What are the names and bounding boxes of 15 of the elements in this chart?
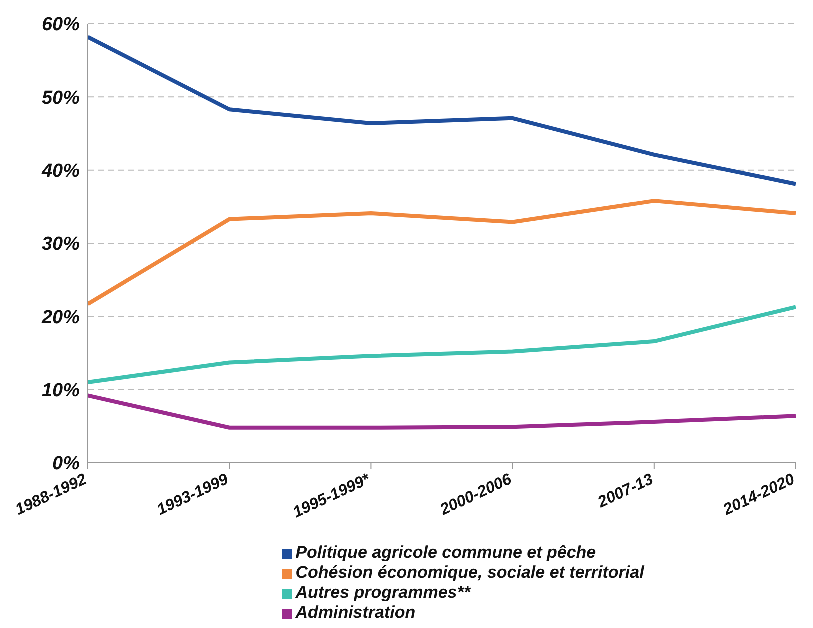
y-tick-label: 40%	[40, 161, 80, 182]
legend-label: Administration	[296, 603, 416, 622]
y-tick-label: 20%	[40, 307, 80, 328]
y-tick-label: 10%	[42, 380, 80, 402]
y-tick-label: 0%	[52, 454, 80, 475]
line-series	[86, 35, 798, 186]
legend-label: Cohésion économique, sociale et territorial	[296, 563, 644, 582]
y-tick-label: 30%	[42, 234, 80, 256]
y-tick-label: 50%	[42, 88, 80, 109]
legend-label: Autres programmes**	[296, 583, 470, 602]
line-series	[86, 199, 798, 306]
legend-label: Politique agricole commune et pêche	[296, 543, 596, 562]
y-tick-label: 60%	[42, 14, 80, 36]
line-series	[86, 305, 798, 385]
line-series	[86, 394, 798, 430]
